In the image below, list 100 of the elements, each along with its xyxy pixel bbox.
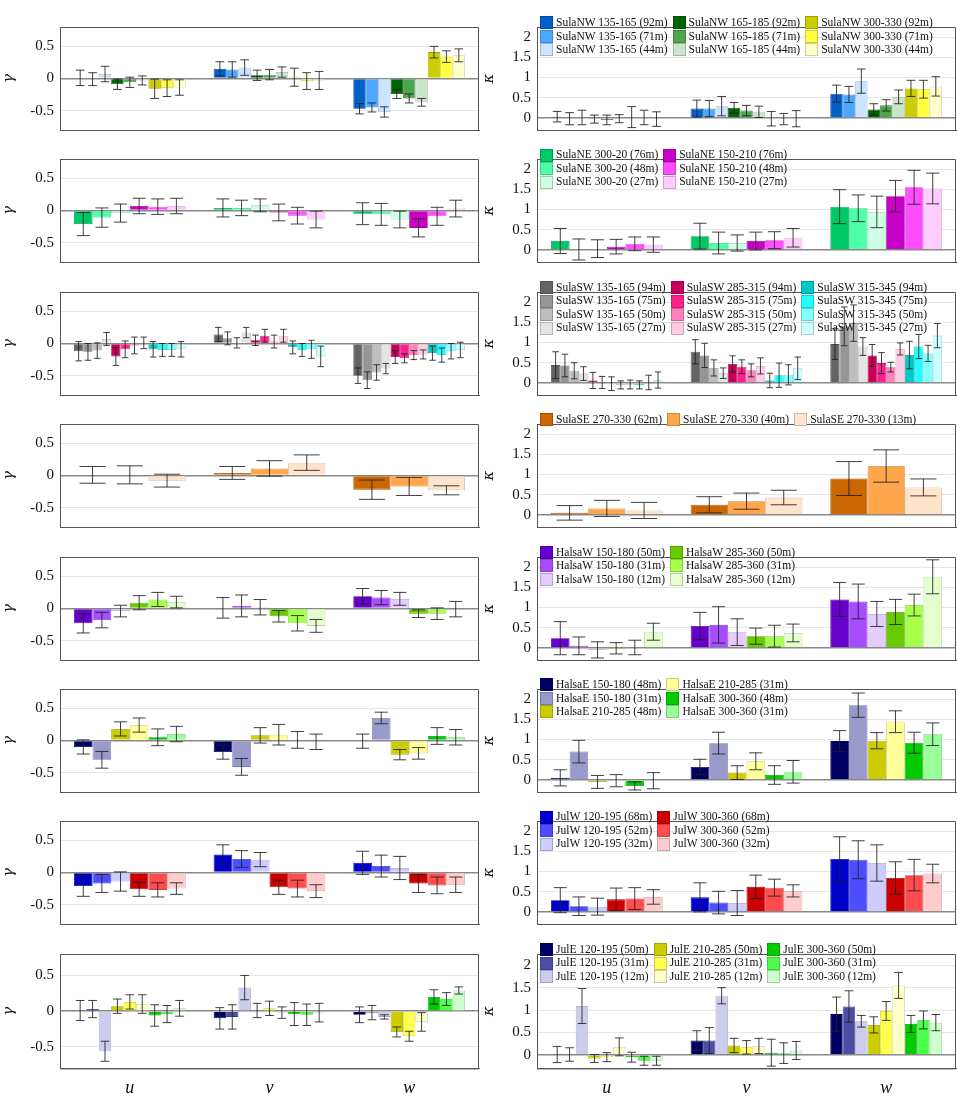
legend-label: SulaNW 300-330 (92m) [821,16,933,30]
y-axis-title: κ [478,867,497,879]
legend-label: SulaSW 285-315 (75m) [686,294,797,308]
y-tick-label: 1.5 [512,710,531,727]
legend-label: SulaSW 285-315 (94m) [686,280,797,295]
legend-label: SulaSW 285-315 (27m) [686,321,797,335]
legend-label: SulaSW 135-165 (94m) [556,280,666,295]
legend-label: SulaNW 135-165 (71m) [556,29,668,43]
legend-label: JulE 300-360 (31m) [783,956,876,970]
legend-label: JulW 300-360 (52m) [673,823,770,838]
legend-label: JulE 120-195 (12m) [556,969,649,984]
legend-label: SulaSW 135-165 (27m) [556,321,666,335]
y-tick-label: 0 [46,599,54,616]
y-tick-label: -0.5 [30,631,54,648]
x-tick-label: u [125,1076,135,1097]
legend-label: SulaNW 165-185 (92m) [688,16,801,30]
y-tick-label: -0.5 [30,498,54,515]
y-tick-label: 2 [523,292,531,309]
legend-label: SulaSW 135-165 (50m) [556,307,666,322]
legend-label: HalsaE 150-180 (31m) [556,691,662,705]
legend-label: SulaSE 270-330 (40m) [683,413,790,427]
y-tick-label: 0 [46,69,54,86]
legend-label: SulaNE 150-210 (76m) [679,148,788,162]
y-tick-label: 1.5 [512,48,531,65]
legend-label: JulW 300-360 (68m) [673,810,770,824]
y-axis-title: κ [478,1005,497,1017]
legend-label: HalsaE 150-180 (48m) [556,678,662,692]
legend-label: SulaNW 300-330 (71m) [821,29,933,43]
y-tick-label: 1 [523,68,531,85]
legend-label: SulaNE 150-210 (27m) [679,175,788,189]
y-tick-label: 0 [523,241,531,258]
y-tick-label: 0.5 [35,699,54,716]
y-tick-label: 0.5 [35,434,54,451]
y-tick-label: 1.5 [512,180,531,197]
legend-label: JulW 120-195 (68m) [556,810,653,824]
y-tick-label: 1 [523,862,531,879]
legend-label: SulaSE 270-330 (13m) [810,413,917,427]
y-tick-label: 2 [523,822,531,839]
y-tick-label: 0.5 [512,750,531,767]
legend-label: JulE 210-285 (12m) [669,969,763,984]
legend-label: JulE 210-285 (31m) [669,956,763,970]
y-tick-label: 1.5 [512,842,531,859]
y-tick-label: 1.5 [512,445,531,462]
y-tick-label: -0.5 [30,366,54,383]
y-tick-label: 1 [523,598,531,615]
y-tick-label: 0 [46,863,54,880]
y-axis-title: γ [0,868,17,878]
y-tick-label: 0.5 [512,883,531,900]
y-tick-label: 0.5 [35,966,54,983]
y-tick-label: 2 [523,690,531,707]
y-tick-label: 2 [523,557,531,574]
y-tick-label: 0 [523,373,531,390]
legend-label: JulE 210-285 (50m) [669,942,763,957]
legend-label: JulW 120-195 (32m) [556,837,653,851]
y-tick-label: 0 [523,903,531,920]
y-tick-label: 0.5 [35,566,54,583]
y-tick-label: 1.5 [512,577,531,594]
y-tick-label: 0.5 [35,37,54,54]
x-tick-label: v [265,1076,274,1097]
y-axis-title: κ [478,603,497,615]
y-tick-label: 0 [46,731,54,748]
y-axis-title: γ [0,206,17,216]
y-tick-label: 0.5 [512,88,531,105]
legend-label: SulaNW 165-185 (44m) [688,43,801,57]
y-tick-label: 1.5 [512,313,531,330]
x-tick-label: w [403,1076,416,1097]
legend-label: JulW 120-195 (52m) [556,823,653,838]
legend-label: HalsaE 300-360 (48m) [682,691,788,705]
legend-label: JulW 300-360 (32m) [673,837,770,851]
legend-label: HalsaW 285-360 (50m) [686,545,796,560]
y-tick-label: 1.5 [512,978,531,995]
legend-label: SulaNE 300-20 (48m) [556,161,659,176]
y-tick-label: 0 [523,1045,531,1062]
y-tick-label: -0.5 [30,763,54,780]
y-tick-label: 0 [523,638,531,655]
legend-label: HalsaW 150-180 (12m) [556,572,666,587]
legend-label: HalsaE 300-360 (31m) [682,705,788,719]
y-axis-title: γ [0,338,17,348]
y-axis-title: κ [478,735,497,747]
x-tick-label: w [880,1076,893,1097]
legend-label: JulE 120-195 (31m) [556,956,649,970]
y-tick-label: 1 [523,730,531,747]
y-tick-label: 0 [523,108,531,125]
y-tick-label: 0 [46,466,54,483]
legend-label: HalsaE 210-285 (48m) [556,705,662,719]
y-axis-title: κ [478,73,497,85]
x-tick-label: v [742,1076,751,1097]
y-tick-label: -0.5 [30,234,54,251]
y-tick-label: 1 [523,465,531,482]
y-tick-label: -0.5 [30,101,54,118]
legend-label: SulaNE 150-210 (48m) [679,161,788,176]
y-tick-label: 0.5 [35,169,54,186]
y-tick-label: 1 [523,333,531,350]
y-tick-label: 1 [523,200,531,217]
legend-label: SulaNW 135-165 (92m) [556,16,668,30]
legend-label: HalsaW 150-180 (50m) [556,545,666,560]
y-tick-label: -0.5 [30,1037,54,1054]
legend-label: SulaSW 315-345 (94m) [817,280,928,295]
y-axis-title: γ [0,471,17,481]
y-tick-label: 0.5 [35,302,54,319]
